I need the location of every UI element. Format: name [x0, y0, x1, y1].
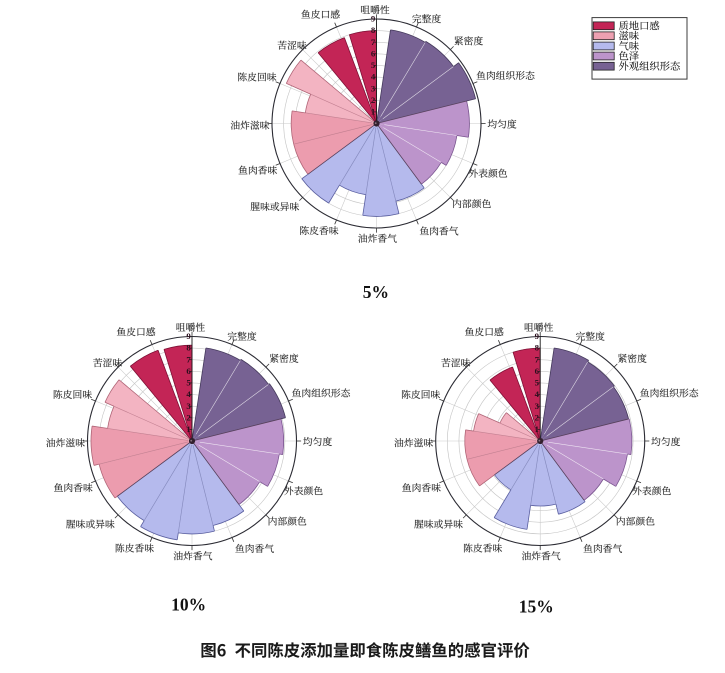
- svg-text:8: 8: [371, 25, 376, 35]
- svg-text:7: 7: [186, 354, 191, 364]
- svg-text:2: 2: [535, 412, 540, 422]
- svg-text:4: 4: [371, 72, 376, 82]
- svg-text:5%: 5%: [363, 282, 389, 302]
- svg-text:6: 6: [535, 366, 540, 376]
- svg-text:15%: 15%: [519, 597, 554, 617]
- svg-text:9: 9: [186, 331, 191, 341]
- svg-text:4: 4: [535, 389, 540, 399]
- svg-text:3: 3: [186, 401, 191, 411]
- svg-text:5: 5: [186, 378, 191, 388]
- svg-text:6: 6: [186, 366, 191, 376]
- svg-text:6: 6: [371, 48, 376, 58]
- svg-text:9: 9: [535, 331, 540, 341]
- svg-text:5: 5: [535, 378, 540, 388]
- svg-text:3: 3: [535, 401, 540, 411]
- svg-text:5: 5: [371, 60, 376, 70]
- svg-text:9: 9: [371, 14, 376, 24]
- svg-text:1: 1: [371, 107, 375, 117]
- svg-text:2: 2: [371, 95, 376, 105]
- svg-text:8: 8: [535, 343, 540, 353]
- svg-text:4: 4: [186, 389, 191, 399]
- svg-text:1: 1: [186, 424, 190, 434]
- svg-text:8: 8: [186, 343, 191, 353]
- svg-text:10%: 10%: [171, 594, 206, 614]
- svg-text:2: 2: [186, 412, 191, 422]
- svg-text:3: 3: [371, 83, 376, 93]
- svg-text:7: 7: [535, 354, 540, 364]
- svg-text:7: 7: [371, 37, 376, 47]
- svg-text:1: 1: [535, 424, 539, 434]
